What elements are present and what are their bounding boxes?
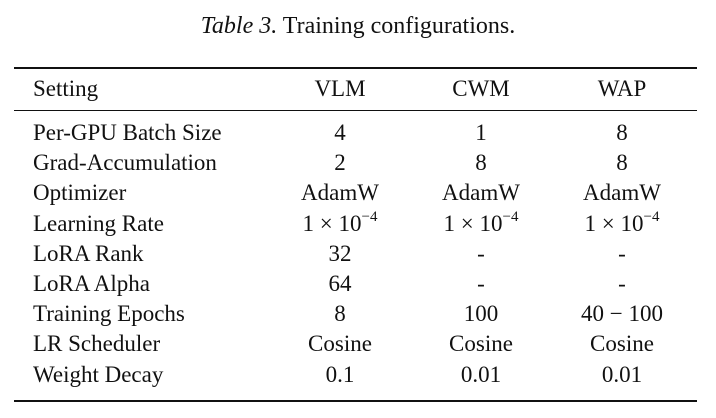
header-setting: Setting (33, 76, 99, 101)
table-row: Grad-Accumulation 2 8 8 (0, 148, 716, 178)
row-setting: LR Scheduler (33, 331, 161, 357)
table-row: LoRA Rank 32 - - (0, 239, 716, 269)
header-wap: WAP (597, 76, 647, 101)
caption-label: Table 3. (200, 13, 278, 39)
cell-wap: 8 (616, 120, 628, 145)
cell-cwm: - (477, 271, 485, 296)
table-top-rule (14, 67, 697, 69)
caption-text: Training configurations. (282, 13, 516, 39)
row-setting: Weight Decay (33, 361, 164, 387)
cell-wap: Cosine (590, 331, 654, 357)
cell-vlm: Cosine (308, 331, 372, 357)
cell-cwm: AdamW (442, 180, 520, 206)
row-setting: Per-GPU Batch Size (33, 120, 222, 145)
cell-wap: AdamW (583, 180, 661, 206)
cell-cwm: Cosine (449, 331, 513, 357)
row-setting: Grad-Accumulation (33, 150, 217, 176)
cell-cwm: 1 × 10−4 (443, 208, 519, 236)
cell-vlm: 4 (334, 120, 346, 145)
table-row: Weight Decay 0.1 0.01 0.01 (0, 360, 716, 390)
row-setting: LoRA Rank (33, 240, 144, 266)
cell-cwm: 100 (463, 301, 499, 327)
cell-wap: 1 × 10−4 (584, 208, 660, 236)
cell-vlm: 0.1 (325, 361, 355, 387)
table-caption: Table 3. Training configurations. (0, 12, 716, 40)
header-cwm: CWM (452, 76, 510, 101)
table-row: Per-GPU Batch Size 4 1 8 (0, 118, 716, 148)
cell-cwm: 0.01 (460, 361, 502, 387)
cell-wap: 40 − 100 (581, 301, 663, 327)
table-row: Optimizer AdamW AdamW AdamW (0, 178, 716, 208)
row-setting: LoRA Alpha (33, 271, 150, 296)
cell-cwm: - (477, 240, 485, 266)
cell-cwm: 8 (475, 150, 487, 176)
table-row: Learning Rate 1 × 10−4 1 × 10−4 1 × 10−4 (0, 209, 716, 239)
table-header-row: Setting VLM CWM WAP (0, 74, 716, 104)
cell-vlm: 32 (328, 240, 352, 266)
cell-wap: - (618, 240, 626, 266)
table-bottom-rule (14, 400, 697, 402)
row-setting: Optimizer (33, 180, 127, 206)
table-header-rule (14, 110, 697, 111)
cell-vlm: 1 × 10−4 (302, 208, 378, 236)
cell-vlm: 64 (328, 271, 352, 296)
cell-vlm: 2 (334, 150, 346, 176)
header-vlm: VLM (314, 76, 366, 101)
cell-wap: 0.01 (601, 361, 643, 387)
row-setting: Training Epochs (33, 301, 185, 327)
cell-wap: - (618, 271, 626, 296)
cell-wap: 8 (616, 150, 628, 176)
cell-cwm: 1 (475, 120, 487, 145)
table-row: LR Scheduler Cosine Cosine Cosine (0, 329, 716, 359)
cell-vlm: 8 (334, 301, 346, 327)
row-setting: Learning Rate (33, 210, 164, 236)
table-row: Training Epochs 8 100 40 − 100 (0, 299, 716, 329)
table-row: LoRA Alpha 64 - - (0, 269, 716, 299)
cell-vlm: AdamW (301, 180, 379, 206)
